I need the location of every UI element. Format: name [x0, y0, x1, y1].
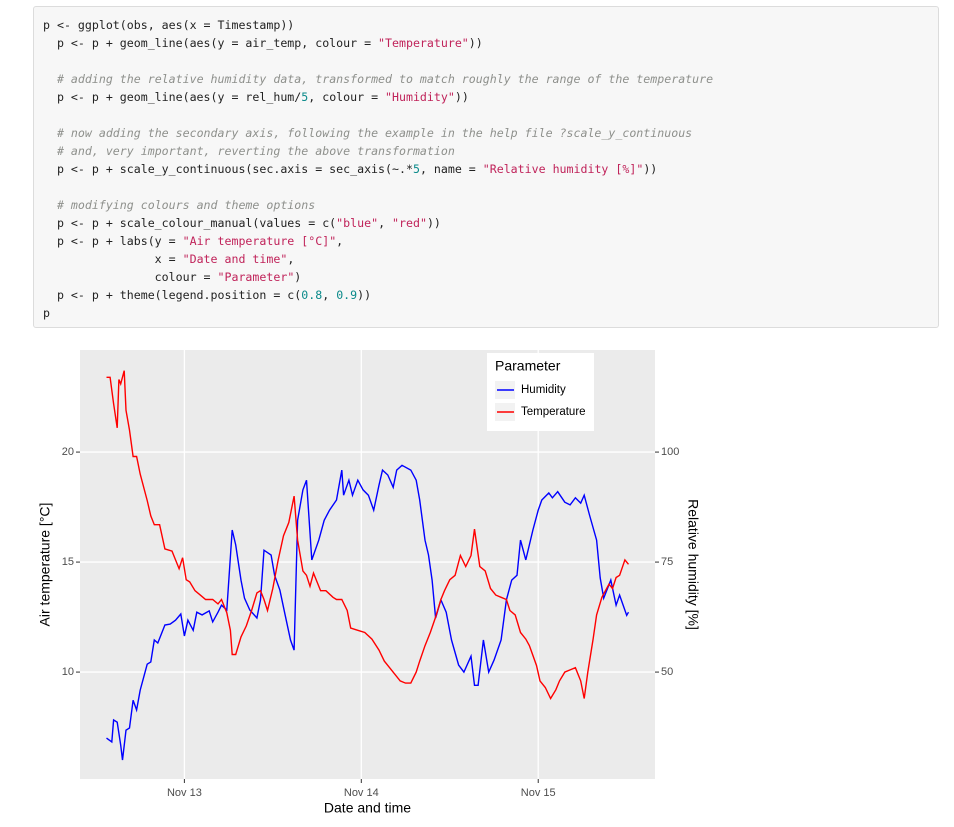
code-line: # modifying colours and theme options: [56, 198, 316, 212]
y-tick-label: 15: [62, 556, 74, 568]
y-tick-label: 20: [62, 446, 74, 458]
y2-tick-label: 50: [661, 666, 673, 678]
code-line: p <- p + labs(y = "Air temperature [°C]"…: [43, 234, 344, 248]
x-tick-label: Nov 13: [167, 787, 202, 799]
y-tick-label: 10: [62, 666, 74, 678]
y-axis-title: Air temperature [°C]: [37, 503, 53, 627]
code-line: p <- p + scale_colour_manual(values = c(…: [43, 216, 441, 230]
x-tick-label: Nov 14: [344, 787, 379, 799]
code-line: p <- ggplot(obs, aes(x = Timestamp)): [43, 18, 295, 32]
code-line: # adding the relative humidity data, tra…: [56, 72, 714, 86]
code-paragraph: # adding the relative humidity data, tra…: [43, 70, 938, 106]
code-line: x = "Date and time",: [43, 252, 295, 266]
y2-axis-title: Relative humidity [%]: [685, 499, 701, 630]
x-tick-label: Nov 15: [521, 787, 556, 799]
code-line: p: [43, 306, 50, 320]
x-axis-title: Date and time: [324, 800, 411, 816]
code-line: p <- p + geom_line(aes(y = rel_hum/5, co…: [43, 90, 469, 104]
code-paragraph: # now adding the secondary axis, followi…: [43, 124, 938, 178]
series-line: [106, 370, 630, 700]
y2-tick-label: 100: [661, 446, 679, 458]
code-paragraph: p <- ggplot(obs, aes(x = Timestamp)) p <…: [43, 16, 938, 52]
code-block: p <- ggplot(obs, aes(x = Timestamp)) p <…: [33, 6, 939, 328]
code-line: colour = "Parameter"): [43, 270, 302, 284]
code-line: # and, very important, reverting the abo…: [56, 144, 455, 158]
code-line: p <- p + scale_y_continuous(sec.axis = s…: [43, 162, 658, 176]
code-line: # now adding the secondary axis, followi…: [56, 126, 693, 140]
legend-label: Temperature: [521, 406, 586, 418]
legend-label: Humidity: [521, 384, 566, 396]
code-paragraph: # modifying colours and theme options p …: [43, 196, 938, 322]
series-line: [106, 464, 630, 761]
code-line: p <- p + theme(legend.position = c(0.8, …: [43, 288, 372, 302]
legend-title: Parameter: [495, 358, 561, 374]
y2-tick-label: 75: [661, 556, 673, 568]
code-line: p <- p + geom_line(aes(y = air_temp, col…: [43, 36, 483, 50]
